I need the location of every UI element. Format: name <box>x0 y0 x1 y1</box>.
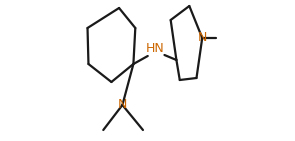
Text: N: N <box>198 31 207 45</box>
Text: HN: HN <box>145 41 164 55</box>
Text: N: N <box>118 99 127 112</box>
